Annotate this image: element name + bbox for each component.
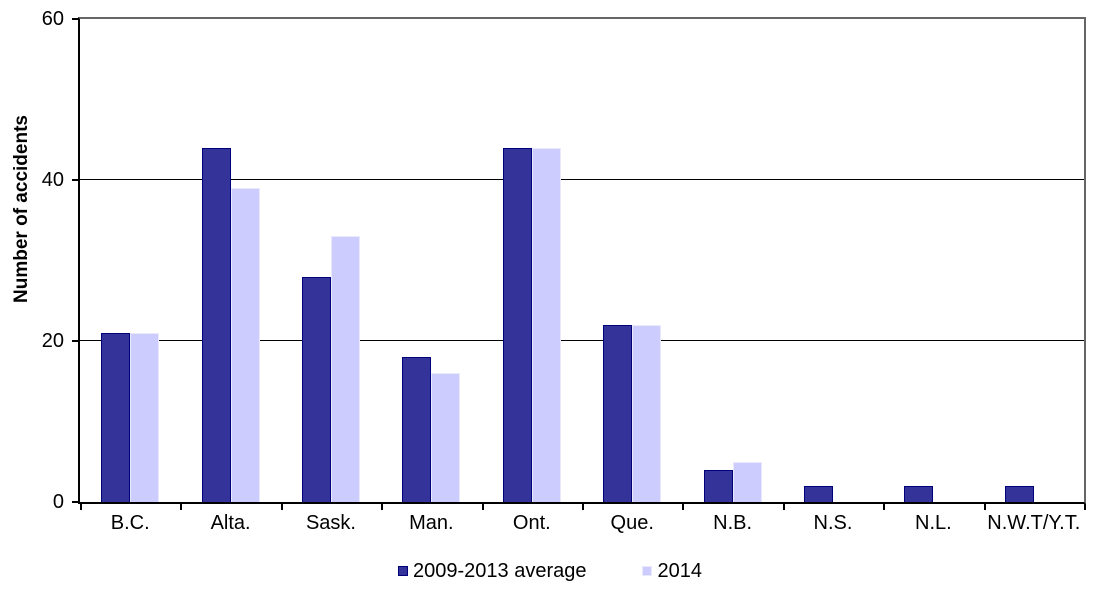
bar-N.B.-2009-2013 average [703,470,733,502]
x-tick-3 [381,504,384,510]
bar-N.L.-2009-2013 average [904,486,934,502]
x-tick-5 [582,504,584,510]
x-tick-10 [1084,504,1086,510]
legend-label: 2014 [657,560,702,582]
bar-Man.-2014 [431,373,461,502]
x-tick-4 [481,504,484,510]
x-tick-0 [80,504,82,510]
y-tick-label-0: 0 [52,491,64,513]
gridline-40 [80,179,1084,180]
x-tick-9 [983,504,986,510]
bar-Alta.-2014 [230,188,260,502]
bar-N.W.T/Y.T.-2009-2013 average [1004,486,1034,502]
x-tick-8 [883,504,886,510]
x-label-Ont.: Ont. [512,512,551,534]
x-label-N.W.T/Y.T.: N.W.T/Y.T. [987,512,1081,534]
x-label-N.B.: N.B. [713,512,753,534]
legend: 2009-2013 average 2014 [0,558,1100,584]
x-tick-6 [682,504,685,510]
y-tick-label-40: 40 [41,169,64,191]
bar-Ont.-2014 [531,148,561,502]
plot-area [78,17,1086,504]
x-label-Man.: Man. [409,512,454,534]
bar-Ont.-2009-2013 average [502,148,532,502]
x-label-Alta.: Alta. [210,512,251,534]
bar-Sask.-2014 [331,236,360,502]
y-tick-0 [72,501,78,503]
y-tick-60 [72,18,78,20]
y-tick-label-60: 60 [41,8,64,30]
x-label-Sask.: Sask. [305,512,356,534]
bar-Sask.-2009-2013 average [302,277,331,502]
y-axis-title: Number of accidents [11,115,32,303]
x-tick-1 [180,504,183,510]
bar-B.C.-2014 [130,333,160,502]
y-tick-40 [72,179,78,181]
bar-N.S.-2009-2013 average [804,486,833,502]
legend-entry-2014: 2014 [642,559,702,583]
x-label-N.S.: N.S. [813,512,853,534]
bar-B.C.-2009-2013 average [101,333,131,502]
legend-swatch-icon [398,566,408,576]
bar-Que.-2009-2013 average [603,325,633,502]
x-tick-2 [280,504,283,510]
x-label-Que.: Que. [610,512,654,534]
y-tick-label-20: 20 [41,330,64,352]
legend-entry-2009-2013 average: 2009-2013 average [398,559,586,583]
bar-Man.-2009-2013 average [402,357,432,502]
x-label-N.L.: N.L. [915,512,952,534]
legend-swatch-icon [642,566,653,576]
legend-label: 2009-2013 average [413,560,587,582]
gridline-20 [80,340,1084,341]
bar-N.B.-2014 [732,462,762,502]
x-label-B.C.: B.C. [110,512,150,534]
x-tick-7 [782,504,785,510]
bar-Que.-2014 [632,325,662,502]
bar-Alta.-2009-2013 average [201,148,231,502]
y-tick-20 [72,340,78,342]
